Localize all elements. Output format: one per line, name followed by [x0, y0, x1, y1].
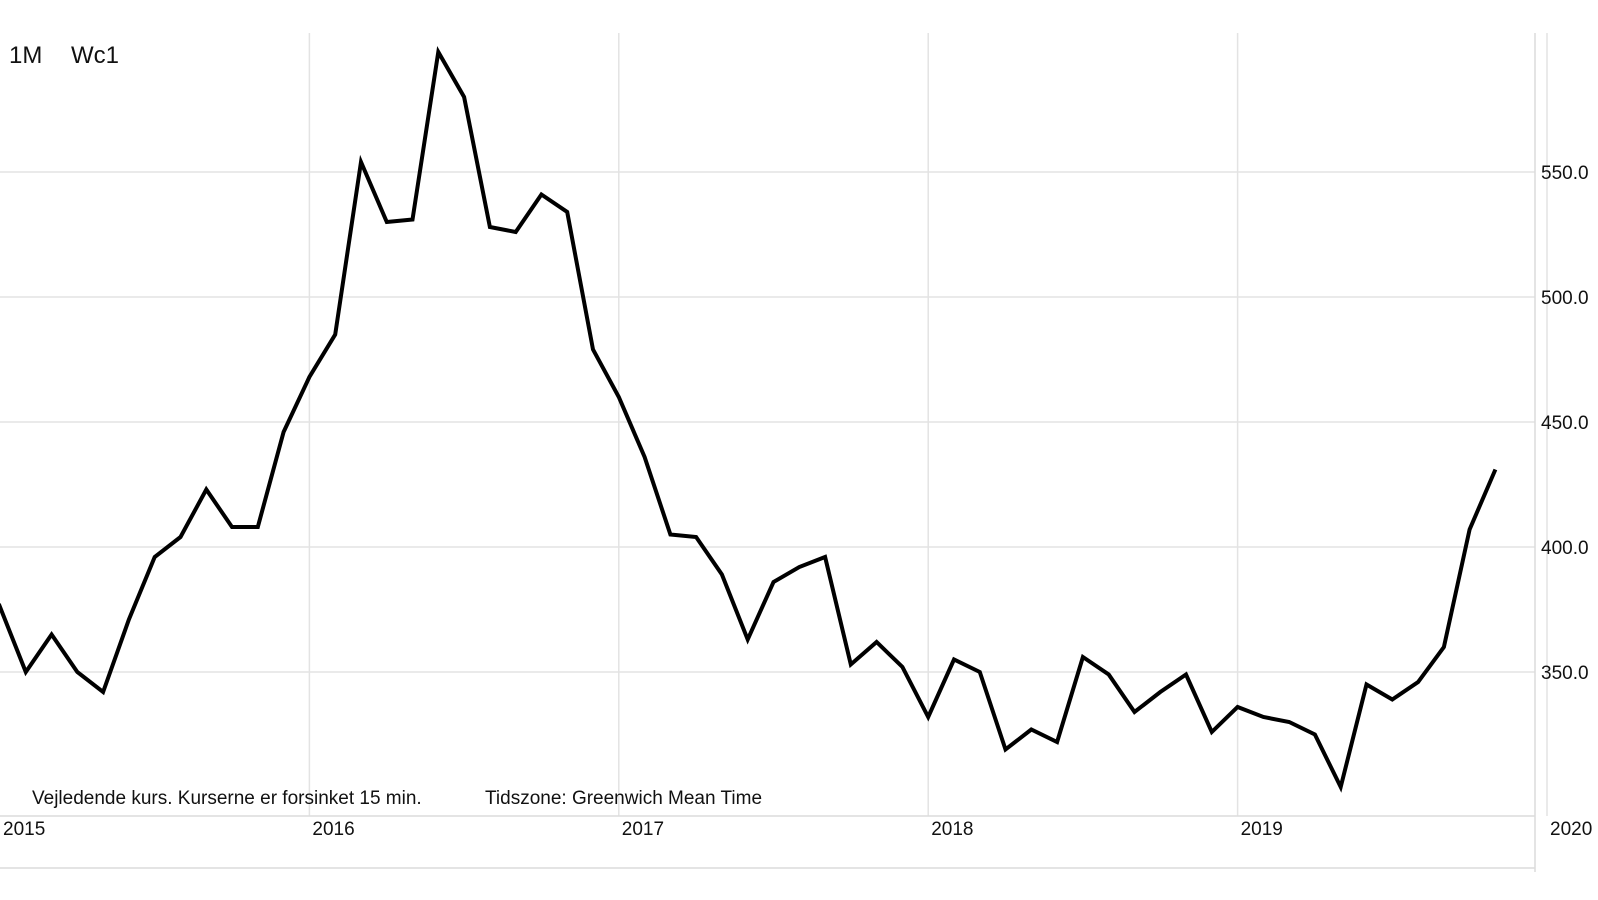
- x-axis-tick-labels: 2015 2016 2017 2018 2019 2020: [3, 819, 1592, 840]
- y-tick-label: 350.0: [1541, 663, 1589, 684]
- symbol-label[interactable]: Wc1: [71, 42, 119, 69]
- y-tick-label: 400.0: [1541, 538, 1589, 559]
- timezone-note: Tidszone: Greenwich Mean Time: [485, 788, 763, 809]
- x-tick-label: 2019: [1241, 819, 1283, 840]
- delay-disclaimer: Vejledende kurs. Kurserne er forsinket 1…: [32, 788, 422, 809]
- x-tick-label: 2017: [622, 819, 664, 840]
- series-line: [0, 46, 1498, 793]
- x-tick-label: 2020: [1550, 819, 1592, 840]
- x-tick-label: 2016: [312, 819, 354, 840]
- x-tick-label: 2015: [3, 819, 45, 840]
- interval-label[interactable]: 1M: [9, 42, 43, 69]
- y-axis-tick-labels: 350.0 400.0 450.0 500.0 550.0: [1541, 163, 1589, 684]
- y-tick-label: 450.0: [1541, 413, 1589, 434]
- x-tick-label: 2018: [931, 819, 973, 840]
- y-tick-label: 550.0: [1541, 163, 1589, 184]
- horizontal-gridlines: [0, 171, 1535, 673]
- y-tick-label: 500.0: [1541, 288, 1589, 309]
- vertical-gridlines: [308, 33, 1548, 816]
